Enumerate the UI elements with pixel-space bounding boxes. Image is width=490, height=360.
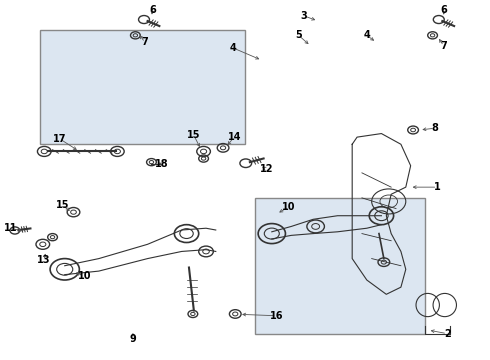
Text: 12: 12 <box>260 164 274 174</box>
Text: 5: 5 <box>295 30 302 40</box>
Text: 8: 8 <box>432 123 439 133</box>
Text: 17: 17 <box>53 134 67 144</box>
Text: 16: 16 <box>270 311 283 321</box>
Text: 2: 2 <box>444 329 451 339</box>
Text: 4: 4 <box>364 30 370 40</box>
Text: 6: 6 <box>441 5 447 15</box>
Text: 6: 6 <box>149 5 156 15</box>
Text: 3: 3 <box>300 11 307 21</box>
Text: 4: 4 <box>229 43 236 53</box>
Text: 1: 1 <box>434 182 441 192</box>
Text: 7: 7 <box>142 37 148 48</box>
Text: 15: 15 <box>55 200 69 210</box>
Text: 15: 15 <box>187 130 200 140</box>
Text: 18: 18 <box>155 159 169 169</box>
Text: 13: 13 <box>37 255 50 265</box>
Text: 9: 9 <box>129 334 136 344</box>
Text: 10: 10 <box>282 202 295 212</box>
Text: 7: 7 <box>441 41 447 51</box>
Text: 11: 11 <box>4 223 18 233</box>
Text: 10: 10 <box>77 271 91 282</box>
Bar <box>40 30 245 144</box>
Bar <box>255 198 425 334</box>
Text: 14: 14 <box>227 132 241 142</box>
